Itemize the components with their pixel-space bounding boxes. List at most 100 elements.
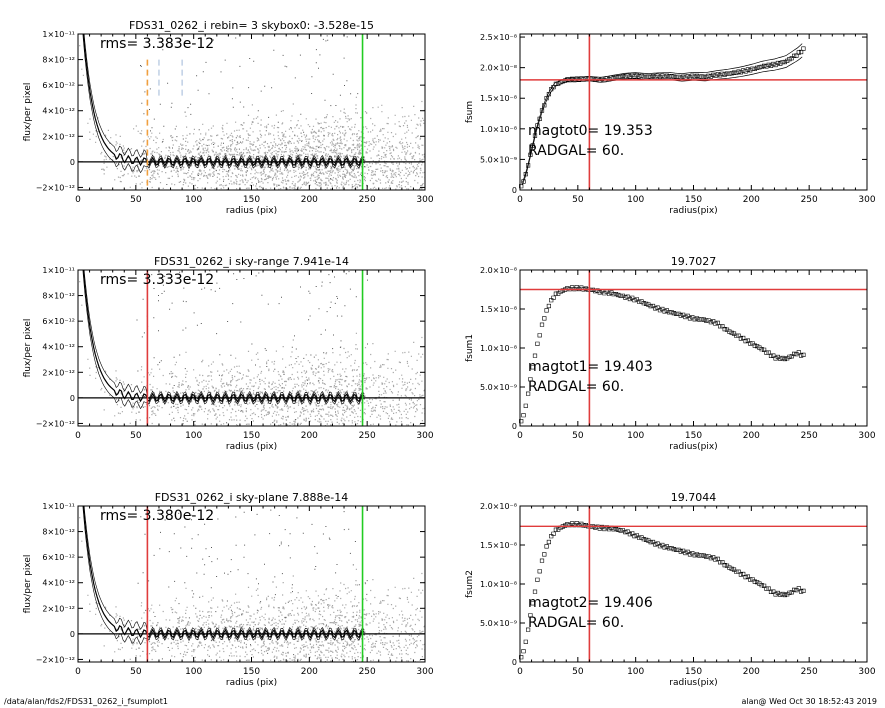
x-axis-label: radius(pix) (669, 678, 717, 688)
magtot-annotation: RADGAL= 60. (528, 379, 624, 395)
y-tick-label: 4×10⁻¹² (42, 343, 75, 352)
x-tick-label: 50 (130, 667, 142, 677)
y-tick-label: 1×10⁻¹¹ (42, 266, 75, 275)
magtot-annotation: RADGAL= 60. (528, 143, 624, 159)
y-tick-label: 2.0×10⁻⁸ (480, 502, 517, 511)
y-tick-label: −2×10⁻¹² (36, 419, 75, 428)
y-tick-label: 2.0×10⁻⁸ (480, 64, 517, 73)
x-tick-label: 300 (416, 667, 433, 677)
magtot-annotation: magtot0= 19.353 (528, 123, 653, 139)
rms-annotation: rms= 3.380e-12 (100, 508, 214, 524)
y-tick-label: 0 (512, 186, 517, 195)
y-tick-label: 1.5×10⁻⁸ (480, 94, 517, 103)
y-tick-label: 5.0×10⁻⁹ (480, 619, 517, 628)
x-tick-label: 150 (243, 195, 260, 205)
x-tick-label: 250 (359, 667, 376, 677)
scatter-outliers (140, 35, 368, 190)
x-tick-label: 100 (627, 431, 644, 441)
chart-title: FDS31_0262_i rebin= 3 skybox0: -3.528e-1… (129, 19, 374, 32)
plot-area (78, 506, 425, 662)
y-tick-label: −2×10⁻¹² (36, 655, 75, 664)
magtot-annotation: RADGAL= 60. (528, 615, 624, 631)
y-tick-label: 8×10⁻¹² (42, 528, 75, 537)
y-tick-label: 8×10⁻¹² (42, 56, 75, 65)
profile-upper (83, 506, 365, 636)
y-axis-label: fsum1 (465, 334, 475, 362)
y-tick-label: 2×10⁻¹² (42, 368, 75, 377)
y-tick-label: 2×10⁻¹² (42, 604, 75, 613)
x-tick-label: 0 (75, 431, 81, 441)
profile-lower (82, 506, 365, 646)
y-tick-label: 1×10⁻¹¹ (42, 30, 75, 39)
y-tick-label: 5.0×10⁻⁹ (480, 383, 517, 392)
y-tick-label: 6×10⁻¹² (42, 553, 75, 562)
scatter-outliers (136, 270, 368, 426)
x-tick-label: 200 (301, 195, 318, 205)
y-tick-label: 1×10⁻¹¹ (42, 502, 75, 511)
y-tick-label: 2.0×10⁻⁸ (480, 266, 517, 275)
x-tick-label: 100 (185, 431, 202, 441)
x-tick-label: 0 (517, 195, 523, 205)
chart-title: 19.7044 (671, 491, 717, 504)
y-tick-label: 2×10⁻¹² (42, 132, 75, 141)
magtot-annotation: magtot1= 19.403 (528, 359, 653, 375)
profile-lower (82, 34, 365, 174)
footer-path: /data/alan/fds2/FDS31_0262_i_fsumplot1 (4, 697, 168, 706)
x-tick-label: 0 (517, 667, 523, 677)
scatter-points (79, 281, 425, 426)
y-tick-label: 5.0×10⁻⁹ (480, 155, 517, 164)
chart-right-1: 0 50 100 150 200 250 300 0 5.0×10⁻⁹ 1.0×10⁻⁸ 1.5×1… (465, 33, 876, 216)
x-tick-label: 250 (801, 195, 818, 205)
y-tick-label: 0 (70, 158, 75, 167)
profile-lower (82, 270, 365, 410)
chart-title: 19.7027 (671, 255, 717, 268)
x-tick-label: 50 (572, 195, 584, 205)
y-tick-label: 6×10⁻¹² (42, 317, 75, 326)
x-tick-label: 100 (185, 667, 202, 677)
chart-right-3: 0 50 100 150 200 250 300 0 5.0×10⁻⁹ 1.0×10⁻⁸ 1.5×1… (465, 491, 876, 688)
chart-right-2: 0 50 100 150 200 250 300 0 5.0×10⁻⁹ 1.0×10⁻⁸ 1.5×1… (465, 255, 876, 452)
x-tick-label: 300 (416, 195, 433, 205)
rms-annotation: rms= 3.383e-12 (100, 36, 214, 52)
x-axis-label: radius (pix) (226, 442, 277, 452)
x-tick-label: 200 (301, 667, 318, 677)
y-tick-label: 0 (70, 394, 75, 403)
y-tick-label: 6×10⁻¹² (42, 81, 75, 90)
fsum-markers (519, 285, 806, 424)
profile-upper (83, 34, 365, 164)
y-axis-label: fsum2 (465, 570, 475, 598)
x-tick-label: 200 (743, 195, 760, 205)
envelope-lower (521, 56, 803, 186)
x-tick-label: 0 (517, 431, 523, 441)
y-tick-label: 0 (512, 422, 517, 431)
x-tick-label: 250 (801, 431, 818, 441)
y-tick-label: 4×10⁻¹² (42, 107, 75, 116)
y-tick-label: 1.0×10⁻⁸ (480, 580, 517, 589)
y-tick-label: 1.0×10⁻⁸ (480, 344, 517, 353)
y-tick-label: 0 (70, 630, 75, 639)
x-axis-label: radius(pix) (669, 442, 717, 452)
fsum-markers (519, 46, 806, 189)
profile-line (82, 34, 365, 167)
x-tick-label: 0 (75, 195, 81, 205)
chart-left-1: 0 50 100 150 200 250 300−2×10⁻¹²02×10⁻¹²4×10⁻¹… (23, 19, 434, 216)
rms-annotation: rms= 3.333e-12 (100, 272, 214, 288)
x-tick-label: 150 (243, 431, 260, 441)
plot-frame (519, 269, 868, 427)
y-axis-label: flux/per pixel (23, 555, 33, 614)
magtot-annotation: magtot2= 19.406 (528, 595, 653, 611)
x-tick-label: 150 (243, 667, 260, 677)
chart-title: FDS31_0262_i sky-plane 7.888e-14 (155, 491, 349, 504)
scatter-points (79, 45, 425, 190)
y-axis-label: flux/per pixel (23, 83, 33, 142)
x-tick-label: 150 (685, 667, 702, 677)
x-tick-label: 50 (572, 431, 584, 441)
y-tick-label: 2.5×10⁻⁸ (480, 33, 517, 42)
x-tick-label: 200 (743, 667, 760, 677)
x-tick-label: 50 (130, 195, 142, 205)
chart-left-2: 0 50 100 150 200 250 300−2×10⁻¹²02×10⁻¹²4×10⁻¹… (23, 255, 434, 452)
plot-frame (519, 505, 868, 663)
plot-area (78, 270, 425, 426)
x-tick-label: 50 (572, 667, 584, 677)
x-axis-label: radius(pix) (669, 206, 717, 216)
